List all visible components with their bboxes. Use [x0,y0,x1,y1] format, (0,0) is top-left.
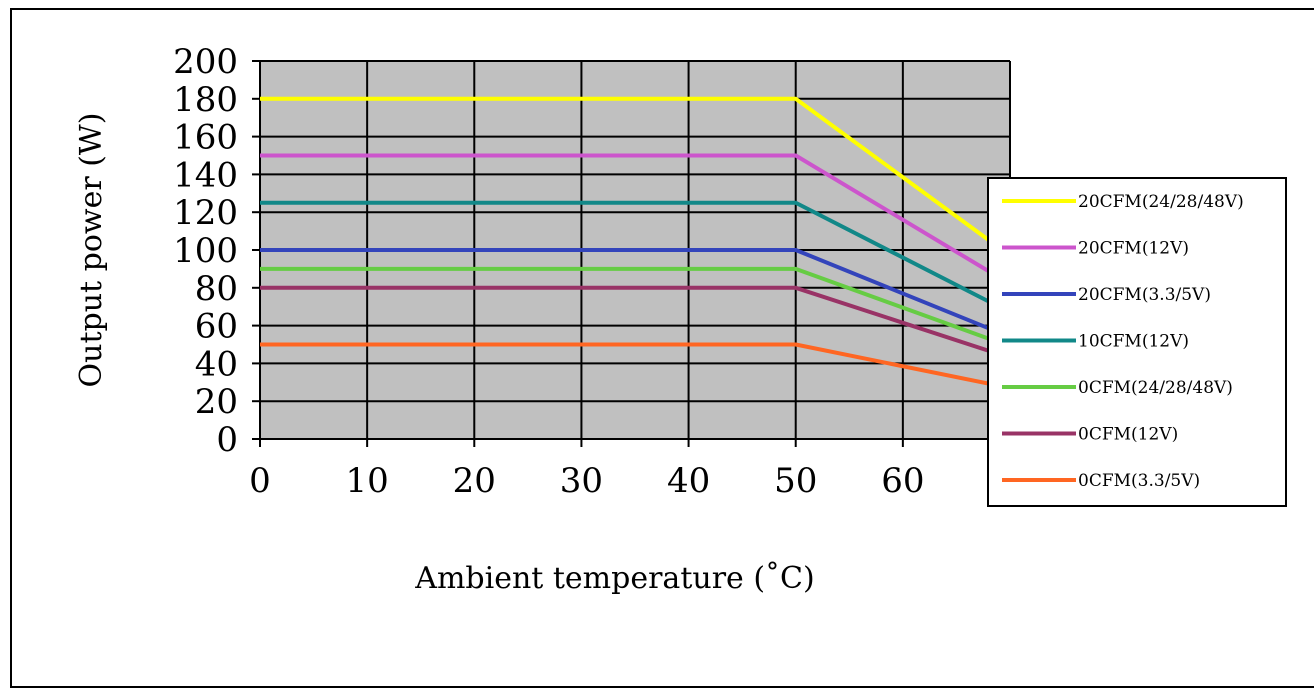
legend-label-1: 20CFM(12V) [1078,239,1189,259]
series-lines [260,96,1012,390]
legend-label-6: 0CFM(3.3/5V) [1078,471,1200,491]
legend: 20CFM(24/28/48V) 20CFM(12V) 20CFM(3.3/5V) 1… [987,177,1287,507]
y-tick-label: 180 [173,80,238,120]
legend-label-0: 20CFM(24/28/48V) [1078,192,1244,212]
x-tick-label: 60 [881,461,924,501]
x-tick-label: 50 [774,461,817,501]
y-tick-label: 100 [173,231,238,271]
series-line-0 [260,96,1012,258]
x-tick-label: 40 [667,461,710,501]
y-tick-label: 20 [195,382,238,422]
series-line-6 [260,342,1011,390]
x-tick-label: 0 [249,461,271,501]
series-line-5 [260,285,1011,360]
legend-label-3: 10CFM(12V) [1078,332,1189,352]
legend-label-5: 0CFM(12V) [1078,425,1178,445]
legend-label-4: 0CFM(24/28/48V) [1078,378,1233,398]
y-axis-title: Output power (W) [74,113,109,388]
y-tick-label: 200 [173,42,238,82]
y-tick-label: 160 [173,118,238,158]
series-line-4 [260,266,1011,349]
y-tick-label: 80 [195,269,238,309]
series-line-2 [260,248,1011,339]
legend-label-2: 20CFM(3.3/5V) [1078,285,1211,305]
y-tick-label: 40 [195,344,238,384]
x-tick-label: 20 [453,461,496,501]
x-tick-label: 10 [346,461,389,501]
series-line-1 [260,153,1012,286]
x-tick-label: 30 [560,461,603,501]
y-tick-label: 120 [173,193,238,233]
y-tick-label: 140 [173,155,238,195]
series-line-3 [260,200,1011,315]
y-tick-label: 60 [195,307,238,347]
y-tick-label: 0 [216,420,238,460]
x-axis-title: Ambient temperature (˚C) [414,561,814,596]
